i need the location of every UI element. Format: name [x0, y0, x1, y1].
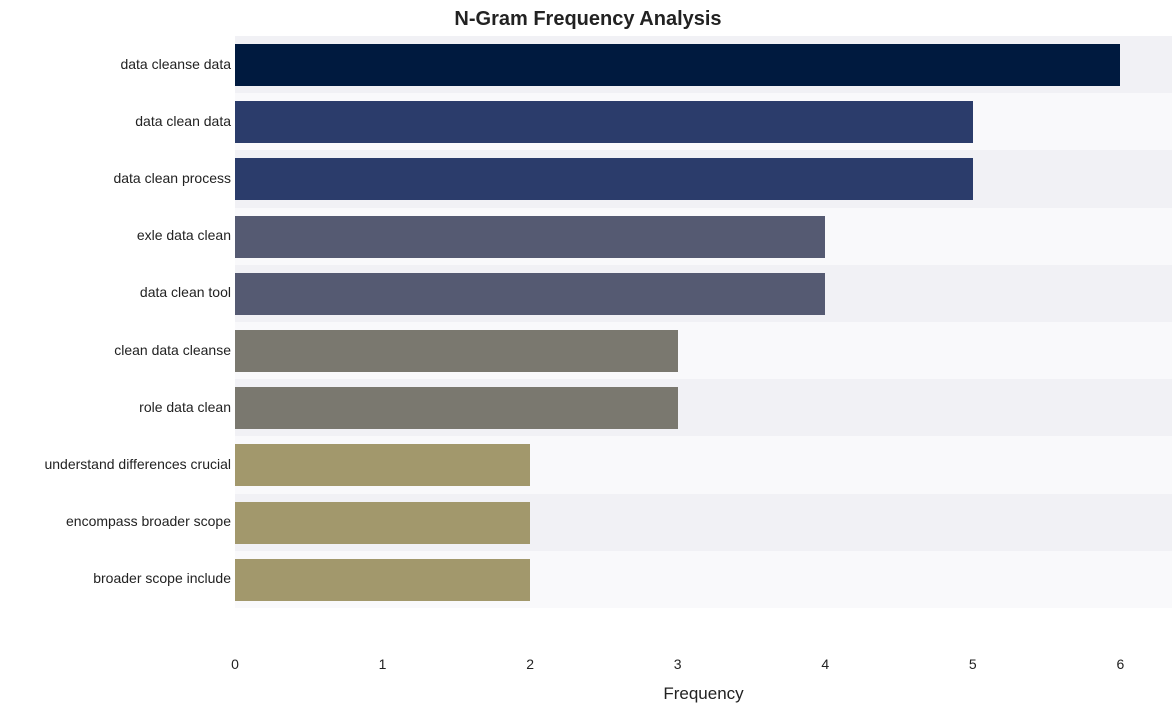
x-axis-label: Frequency [235, 684, 1172, 704]
y-tick-label: understand differences crucial [44, 456, 231, 472]
x-tick: 6 [1116, 656, 1124, 672]
y-tick-label: encompass broader scope [66, 513, 231, 529]
y-tick-label: data clean data [135, 113, 231, 129]
x-tick: 2 [526, 656, 534, 672]
y-tick-label: data clean process [113, 170, 231, 186]
x-tick: 1 [379, 656, 387, 672]
bar [235, 158, 973, 200]
x-tick: 5 [969, 656, 977, 672]
bar [235, 330, 678, 372]
y-tick-label: data cleanse data [120, 56, 231, 72]
y-tick-label: data clean tool [140, 284, 231, 300]
bar [235, 216, 825, 258]
y-tick-label: role data clean [139, 399, 231, 415]
bar [235, 387, 678, 429]
y-tick-label: clean data cleanse [114, 342, 231, 358]
bar [235, 273, 825, 315]
ngram-frequency-chart: N-Gram Frequency Analysis Frequency 0 1 2 3… [0, 0, 1176, 701]
plot-area [235, 36, 1172, 636]
y-tick-label: broader scope include [93, 570, 231, 586]
bar [235, 101, 973, 143]
x-tick: 0 [231, 656, 239, 672]
y-tick-label: exle data clean [137, 227, 231, 243]
bar [235, 44, 1120, 86]
bar [235, 444, 530, 486]
x-tick: 4 [821, 656, 829, 672]
chart-title: N-Gram Frequency Analysis [0, 8, 1176, 31]
bar [235, 502, 530, 544]
bar [235, 559, 530, 601]
x-tick: 3 [674, 656, 682, 672]
